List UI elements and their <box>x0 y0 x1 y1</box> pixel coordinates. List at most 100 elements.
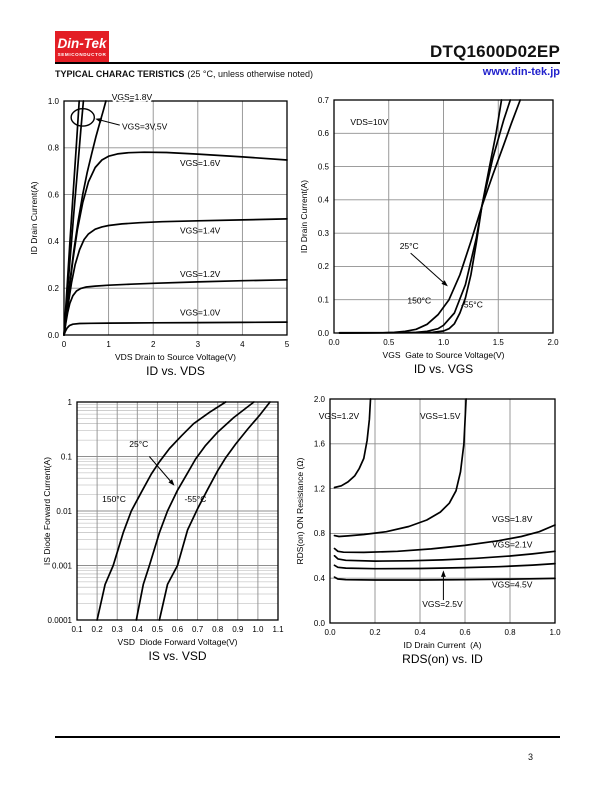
svg-text:ID vs. VGS: ID vs. VGS <box>414 362 473 376</box>
svg-text:0: 0 <box>62 340 67 349</box>
chart-is-vs-vsd: 0.1 0.2 0.3 0.4 0.5 0.6 0.7 0.8 0.9 1.0 1.110.10.0… <box>42 398 284 663</box>
svg-text:-55°C: -55°C <box>461 300 483 310</box>
svg-text:1.0: 1.0 <box>48 97 60 106</box>
svg-text:IS Diode Forward Current(A): IS Diode Forward Current(A) <box>42 457 52 565</box>
svg-text:VGS=1.8V: VGS=1.8V <box>112 92 153 102</box>
svg-text:0.8: 0.8 <box>212 625 224 634</box>
section-note: (25 °C, unless otherwise noted) <box>187 69 314 79</box>
svg-text:0.4: 0.4 <box>414 628 426 637</box>
svg-text:0.3: 0.3 <box>112 625 124 634</box>
svg-text:0.0001: 0.0001 <box>48 616 73 625</box>
section-title: TYPICAL CHARAC TERISTICS <box>55 69 185 79</box>
svg-text:0.0: 0.0 <box>324 628 336 637</box>
svg-text:2.0: 2.0 <box>547 338 559 347</box>
svg-text:VGS=1.6V: VGS=1.6V <box>180 158 221 168</box>
svg-text:VGS=1.5V: VGS=1.5V <box>420 411 461 421</box>
svg-text:25°C: 25°C <box>400 241 419 251</box>
svg-text:VDS Drain to Source Voltage(V): VDS Drain to Source Voltage(V) <box>115 352 236 362</box>
svg-text:5: 5 <box>285 340 290 349</box>
svg-text:25°C: 25°C <box>129 439 148 449</box>
svg-text:0.8: 0.8 <box>504 628 516 637</box>
svg-text:1.6: 1.6 <box>314 440 326 449</box>
svg-text:0.4: 0.4 <box>132 625 144 634</box>
svg-text:0.5: 0.5 <box>152 625 164 634</box>
chart-rdson-vs-id: 0.0 0.2 0.4 0.6 0.8 1.0 0.0 0.4 0.8 1.2 1.6 2.0 ID D… <box>295 395 561 666</box>
svg-text:2.0: 2.0 <box>314 395 326 404</box>
svg-text:150°C: 150°C <box>407 296 431 306</box>
svg-text:0.6: 0.6 <box>172 625 184 634</box>
svg-text:ID vs. VDS: ID vs. VDS <box>146 364 205 378</box>
svg-text:0.4: 0.4 <box>314 574 326 583</box>
dintek-logo: Din-Tek SEMICONDUCTOR <box>55 31 109 62</box>
svg-text:0.0: 0.0 <box>318 329 330 338</box>
svg-text:1: 1 <box>68 398 73 407</box>
page-number: 3 <box>528 752 534 762</box>
svg-text:1.1: 1.1 <box>272 625 284 634</box>
svg-text:VGS=1.8V: VGS=1.8V <box>492 514 533 524</box>
svg-text:0.6: 0.6 <box>459 628 471 637</box>
svg-text:ID Drain Current(A): ID Drain Current(A) <box>29 181 39 254</box>
svg-text:VGS Gate to Source Voltage(V): VGS Gate to Source Voltage(V) <box>383 350 505 360</box>
header-rule <box>55 62 560 64</box>
svg-text:VGS=1.2V: VGS=1.2V <box>319 411 360 421</box>
part-number: DTQ1600D02EP <box>430 42 560 61</box>
svg-text:RDS(on) ON Resistance (Ω): RDS(on) ON Resistance (Ω) <box>295 457 305 564</box>
svg-text:0.1: 0.1 <box>71 625 83 634</box>
svg-text:0.1: 0.1 <box>61 452 73 461</box>
svg-text:1: 1 <box>106 340 111 349</box>
svg-text:0.8: 0.8 <box>314 529 326 538</box>
svg-text:VDS=10V: VDS=10V <box>350 117 388 127</box>
svg-text:VGS=4.5V: VGS=4.5V <box>492 580 533 590</box>
svg-text:1.0: 1.0 <box>438 338 450 347</box>
svg-text:RDS(on) vs. ID: RDS(on) vs. ID <box>402 652 483 666</box>
svg-text:0.01: 0.01 <box>56 507 72 516</box>
svg-text:0.1: 0.1 <box>318 296 330 305</box>
website-link[interactable]: www.din-tek.jp <box>482 66 560 78</box>
svg-text:0.001: 0.001 <box>52 561 73 570</box>
svg-text:0.2: 0.2 <box>318 262 330 271</box>
svg-text:0.8: 0.8 <box>48 144 60 153</box>
svg-text:VGS=1.4V: VGS=1.4V <box>180 226 221 236</box>
svg-text:0.5: 0.5 <box>383 338 395 347</box>
svg-text:0.0: 0.0 <box>48 331 60 340</box>
svg-text:VGS=2.1V: VGS=2.1V <box>492 539 533 549</box>
svg-text:0.2: 0.2 <box>48 284 60 293</box>
logo-brand-text: Din-Tek <box>57 35 107 51</box>
svg-text:ID Drain Current (A): ID Drain Current (A) <box>404 640 482 650</box>
svg-text:-55°C: -55°C <box>185 494 207 504</box>
svg-text:0.0: 0.0 <box>314 619 326 628</box>
svg-text:0.7: 0.7 <box>192 625 204 634</box>
svg-text:0.9: 0.9 <box>232 625 244 634</box>
svg-text:0.5: 0.5 <box>318 162 330 171</box>
svg-text:IS vs. VSD: IS vs. VSD <box>148 649 206 663</box>
svg-text:VGS=1.0V: VGS=1.0V <box>180 308 221 318</box>
footer-rule <box>55 736 560 738</box>
svg-text:2: 2 <box>151 340 156 349</box>
svg-text:150°C: 150°C <box>102 494 126 504</box>
svg-text:4: 4 <box>240 340 245 349</box>
chart-id-vs-vgs: 0.0 0.5 1.0 1.5 2.0 0.0 0.1 0.2 0.3 0.4 0.5 0.6 0.7 V… <box>299 96 559 376</box>
svg-text:VSD Diode Forward Voltage(V): VSD Diode Forward Voltage(V) <box>118 637 238 647</box>
svg-text:0.2: 0.2 <box>369 628 381 637</box>
section-heading: TYPICAL CHARAC TERISTICS (25 °C, unless o… <box>55 69 313 79</box>
svg-text:1.2: 1.2 <box>314 484 326 493</box>
svg-text:0.0: 0.0 <box>328 338 340 347</box>
svg-text:0.2: 0.2 <box>92 625 104 634</box>
svg-text:VGS=2.5V: VGS=2.5V <box>422 599 463 609</box>
svg-text:0.6: 0.6 <box>318 129 330 138</box>
svg-text:ID Drain Current(A): ID Drain Current(A) <box>299 180 309 253</box>
svg-text:0.3: 0.3 <box>318 229 330 238</box>
svg-text:3: 3 <box>196 340 201 349</box>
svg-text:1.0: 1.0 <box>549 628 561 637</box>
svg-text:0.6: 0.6 <box>48 190 60 199</box>
svg-text:VGS=1.2V: VGS=1.2V <box>180 269 221 279</box>
svg-text:0.4: 0.4 <box>48 237 60 246</box>
logo-subtitle-text: SEMICONDUCTOR <box>57 51 107 57</box>
svg-text:1.0: 1.0 <box>252 625 264 634</box>
svg-text:0.7: 0.7 <box>318 96 330 105</box>
svg-text:VGS=3V,5V: VGS=3V,5V <box>122 122 168 132</box>
svg-text:0.4: 0.4 <box>318 196 330 205</box>
svg-text:1.5: 1.5 <box>493 338 505 347</box>
chart-id-vs-vds: 0 1 2 3 4 5 0.0 0.2 0.4 0.6 0.8 1.0 VDS Drain to Sou… <box>29 90 290 378</box>
